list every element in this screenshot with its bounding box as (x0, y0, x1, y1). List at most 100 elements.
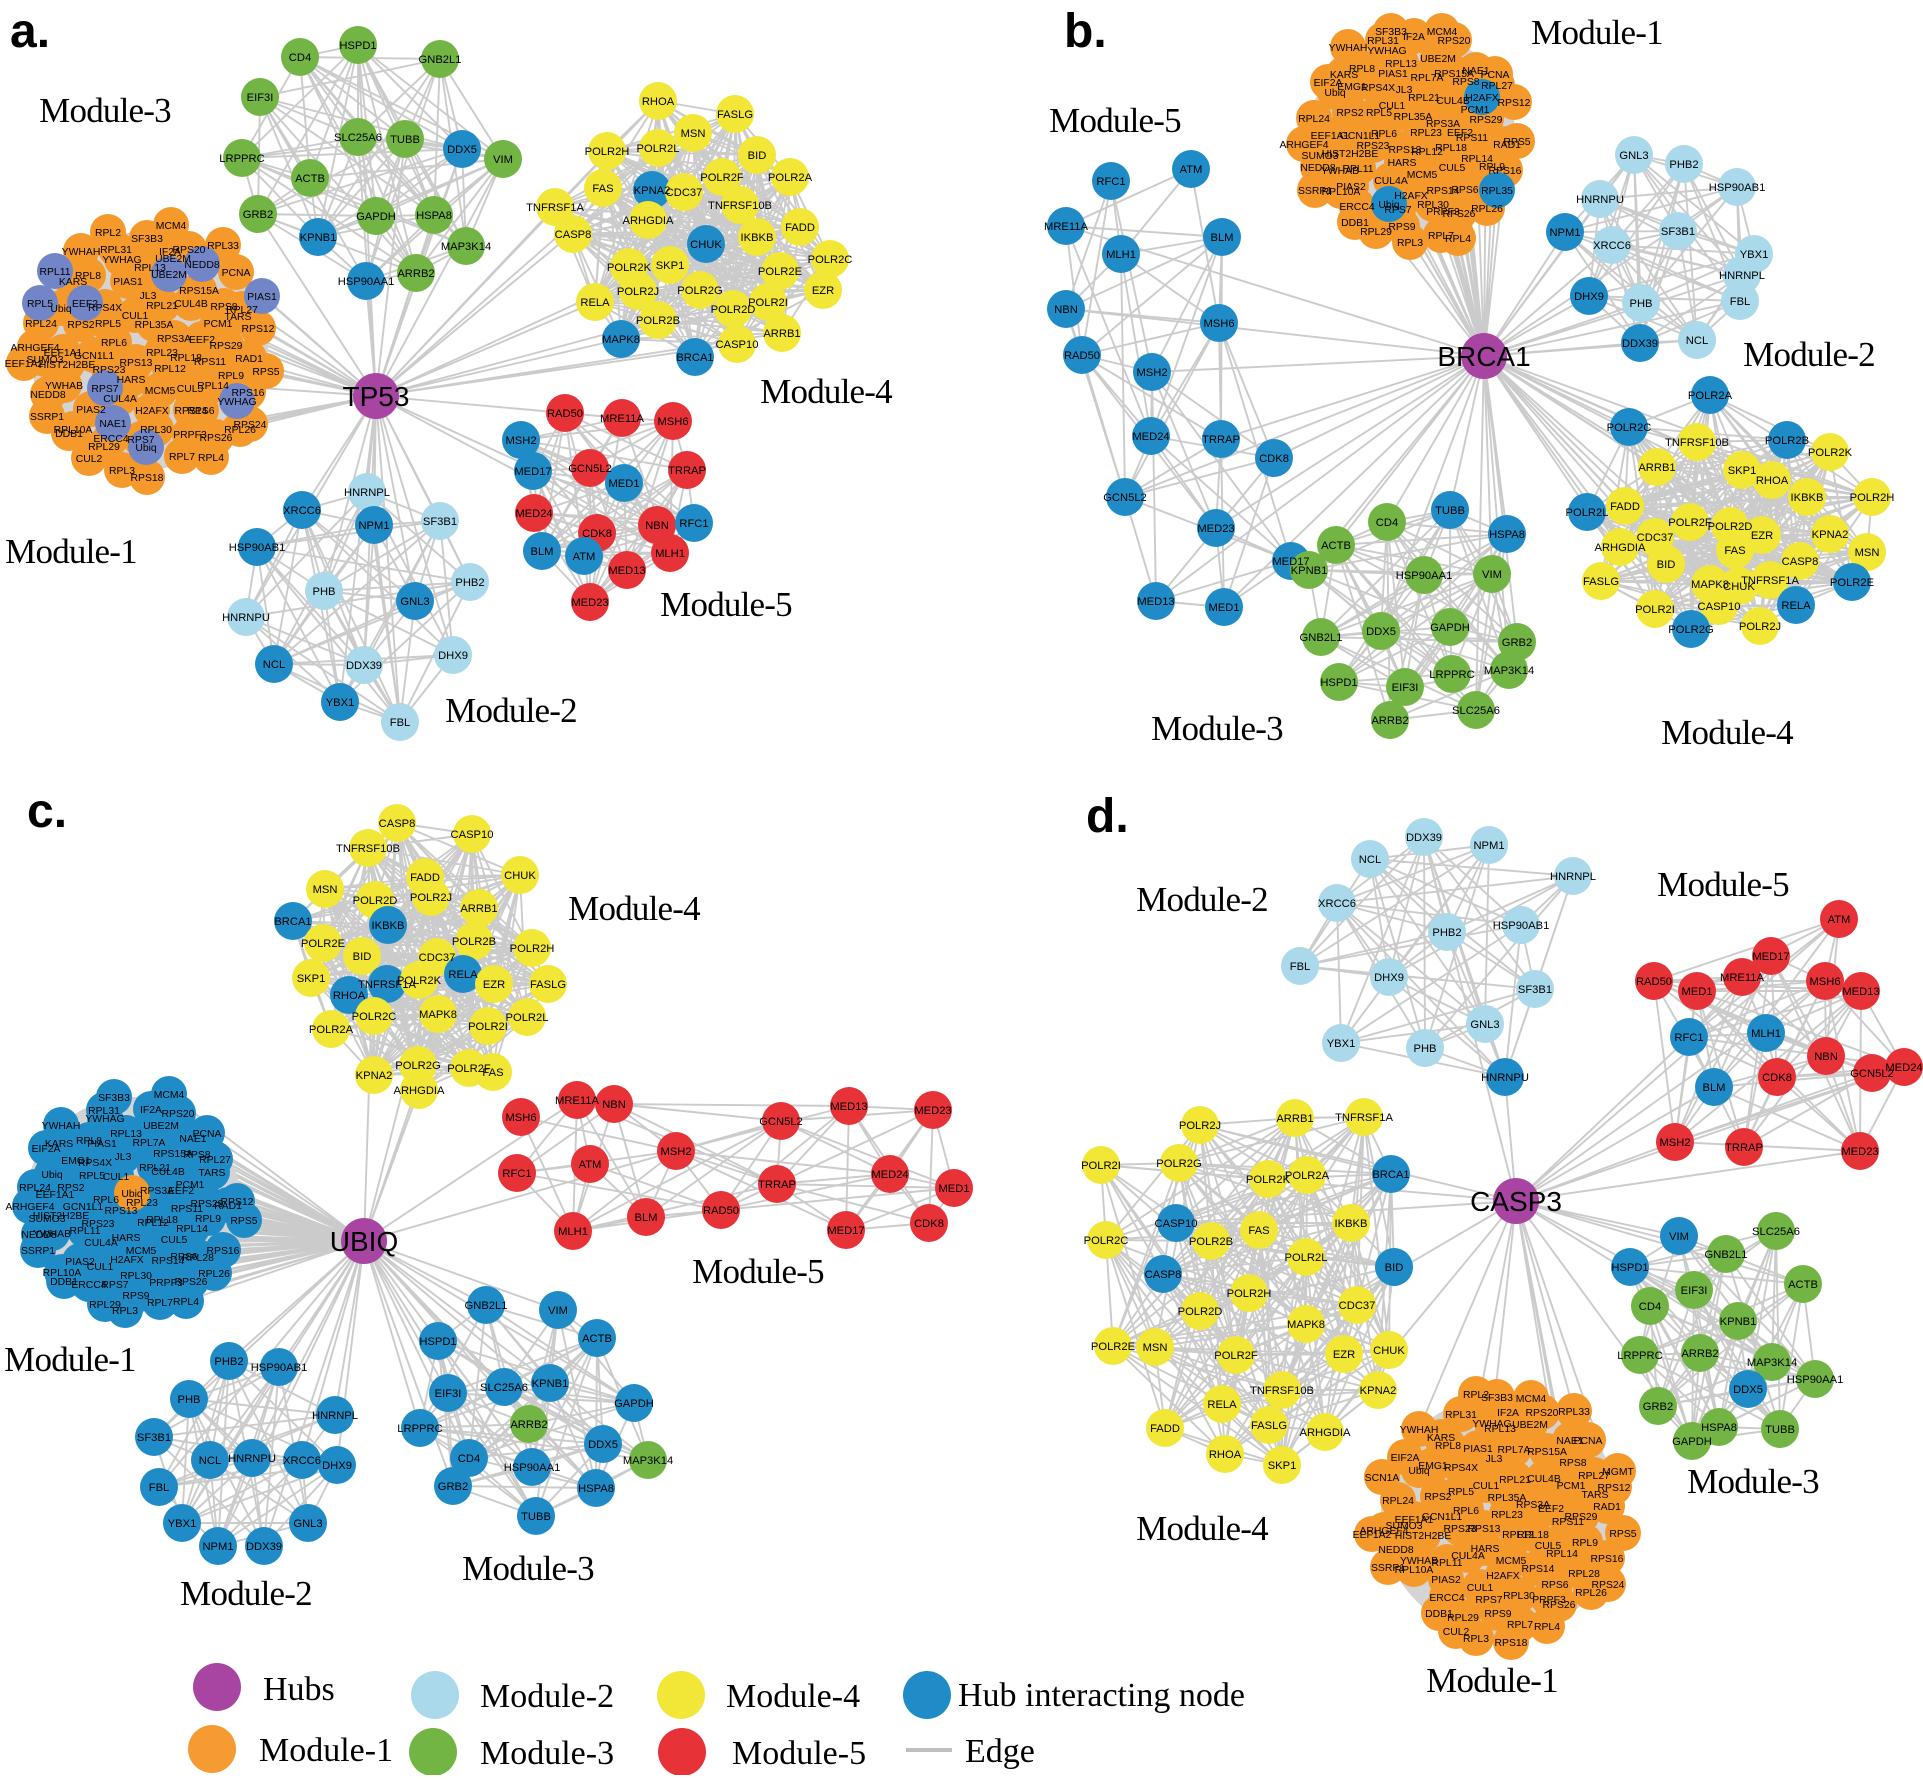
svg-text:RPL6: RPL6 (1453, 1506, 1479, 1517)
svg-text:H2AFX: H2AFX (110, 1255, 144, 1266)
svg-text:KPNA2: KPNA2 (1812, 529, 1849, 541)
svg-text:LRPPRC: LRPPRC (219, 153, 264, 165)
svg-text:CUL1: CUL1 (1379, 101, 1406, 112)
svg-text:MED17: MED17 (514, 466, 551, 478)
svg-text:FASLG: FASLG (530, 979, 566, 991)
svg-text:RPL8: RPL8 (1435, 1441, 1461, 1452)
svg-text:CUL4B: CUL4B (1436, 96, 1470, 107)
svg-text:Module-2: Module-2 (1136, 880, 1268, 919)
svg-text:PHB2: PHB2 (455, 577, 484, 589)
svg-text:NAE1: NAE1 (1462, 66, 1489, 77)
svg-text:MRE11A: MRE11A (555, 1095, 599, 1107)
svg-text:GRB2: GRB2 (438, 1481, 468, 1493)
svg-text:RPS3A: RPS3A (1426, 119, 1460, 130)
svg-text:RPS16: RPS16 (207, 1246, 240, 1257)
svg-text:HSP90AB1: HSP90AB1 (229, 542, 286, 554)
svg-text:POLR2J: POLR2J (410, 892, 452, 904)
svg-text:Module-4: Module-4 (1661, 713, 1793, 752)
svg-text:RPS2: RPS2 (1424, 1492, 1451, 1503)
svg-text:IKBKB: IKBKB (372, 920, 405, 932)
svg-text:NEDD8: NEDD8 (30, 390, 65, 401)
svg-text:MED23: MED23 (1841, 1146, 1878, 1158)
svg-text:ERCC4: ERCC4 (71, 1280, 106, 1291)
svg-text:RPL29: RPL29 (1447, 1613, 1479, 1624)
svg-text:UBE2M: UBE2M (1512, 1420, 1548, 1431)
svg-text:RPL24: RPL24 (19, 1183, 51, 1194)
svg-text:RPS20: RPS20 (162, 1109, 195, 1120)
svg-text:MED23: MED23 (1197, 523, 1234, 535)
svg-text:RPL29: RPL29 (88, 442, 120, 453)
svg-text:RPS24: RPS24 (234, 420, 267, 431)
svg-text:EZR: EZR (1751, 530, 1773, 542)
svg-text:CUL1: CUL1 (1467, 1583, 1494, 1594)
svg-text:RAD50: RAD50 (1064, 350, 1100, 362)
svg-text:EEF2: EEF2 (168, 1186, 194, 1197)
svg-text:HSPD1: HSPD1 (419, 1336, 456, 1348)
svg-text:MAPK8: MAPK8 (1691, 579, 1729, 591)
svg-text:c.: c. (27, 785, 67, 838)
svg-text:Module-1: Module-1 (259, 1732, 393, 1769)
svg-text:CASP8: CASP8 (1145, 1269, 1182, 1281)
svg-text:IF2A: IF2A (1403, 32, 1425, 43)
svg-text:SUMO3: SUMO3 (1386, 1521, 1423, 1532)
svg-text:PRPF3: PRPF3 (1426, 207, 1460, 218)
svg-text:SSRP1: SSRP1 (30, 412, 64, 423)
svg-text:VIM: VIM (548, 1305, 568, 1317)
svg-text:CUL5: CUL5 (177, 384, 204, 395)
svg-text:ARRB2: ARRB2 (397, 268, 434, 280)
svg-text:RPS15A: RPS15A (1527, 1447, 1567, 1458)
svg-text:DHX9: DHX9 (1574, 291, 1604, 303)
svg-text:HSP90AB1: HSP90AB1 (1493, 920, 1550, 932)
svg-text:PIAS2: PIAS2 (76, 405, 106, 416)
svg-text:Module-4: Module-4 (760, 372, 892, 411)
svg-text:RFC1: RFC1 (1096, 176, 1125, 188)
svg-text:PIAS1: PIAS1 (247, 292, 277, 303)
svg-text:MCM4: MCM4 (156, 221, 187, 232)
svg-text:RPL31: RPL31 (100, 245, 132, 256)
svg-text:Module-3: Module-3 (480, 1735, 614, 1772)
svg-text:RPS11: RPS11 (1552, 1517, 1584, 1528)
svg-text:GNB2L1: GNB2L1 (1300, 632, 1343, 644)
svg-text:TP53: TP53 (343, 381, 410, 412)
svg-text:PCM1: PCM1 (1557, 1481, 1586, 1492)
svg-text:MED1: MED1 (608, 478, 639, 490)
svg-text:PIAS1: PIAS1 (1378, 69, 1408, 80)
svg-text:BID: BID (1385, 1262, 1404, 1274)
svg-text:MED23: MED23 (571, 597, 608, 609)
svg-text:MED1: MED1 (1208, 602, 1239, 614)
svg-text:RPL29: RPL29 (89, 1300, 121, 1311)
svg-text:RPS16: RPS16 (1591, 1554, 1624, 1565)
svg-text:NCL: NCL (199, 1455, 221, 1467)
svg-text:XRCC6: XRCC6 (1318, 898, 1356, 910)
svg-text:Module-4: Module-4 (568, 889, 700, 928)
svg-text:KARS: KARS (1427, 1433, 1455, 1444)
svg-text:CDK8: CDK8 (1259, 453, 1289, 465)
svg-text:Module-5: Module-5 (732, 1735, 866, 1772)
svg-text:RPS23: RPS23 (93, 365, 126, 376)
svg-text:RPL12: RPL12 (154, 364, 186, 375)
svg-text:GAPDH: GAPDH (356, 211, 396, 223)
svg-text:RPS2: RPS2 (57, 1183, 84, 1194)
svg-text:TUBB: TUBB (521, 1511, 551, 1523)
svg-text:RELA: RELA (448, 969, 478, 981)
svg-text:HSP90AA1: HSP90AA1 (1787, 1374, 1844, 1386)
svg-text:ERCC4: ERCC4 (93, 434, 128, 445)
svg-text:UBE2M: UBE2M (1420, 54, 1456, 65)
svg-text:RAD50: RAD50 (1636, 976, 1672, 988)
svg-text:RPL4: RPL4 (1445, 234, 1471, 245)
svg-text:MSH2: MSH2 (505, 435, 536, 447)
svg-text:NCL: NCL (1359, 854, 1381, 866)
svg-text:RPL8: RPL8 (1349, 64, 1375, 75)
svg-text:RPL23: RPL23 (1410, 128, 1442, 139)
svg-text:MSH6: MSH6 (1203, 318, 1234, 330)
svg-text:RPS20: RPS20 (1438, 36, 1471, 47)
svg-text:RPS13: RPS13 (120, 358, 153, 369)
svg-text:BID: BID (748, 150, 767, 162)
svg-text:ACTB: ACTB (582, 1333, 612, 1345)
svg-text:RPL21: RPL21 (1499, 1475, 1531, 1486)
svg-text:RPL31: RPL31 (1445, 1410, 1477, 1421)
svg-text:POLR2B: POLR2B (1189, 1236, 1233, 1248)
svg-text:RPL27: RPL27 (199, 1155, 231, 1166)
svg-text:POLR2C: POLR2C (1084, 1235, 1129, 1247)
svg-text:KPNA2: KPNA2 (356, 1070, 393, 1082)
